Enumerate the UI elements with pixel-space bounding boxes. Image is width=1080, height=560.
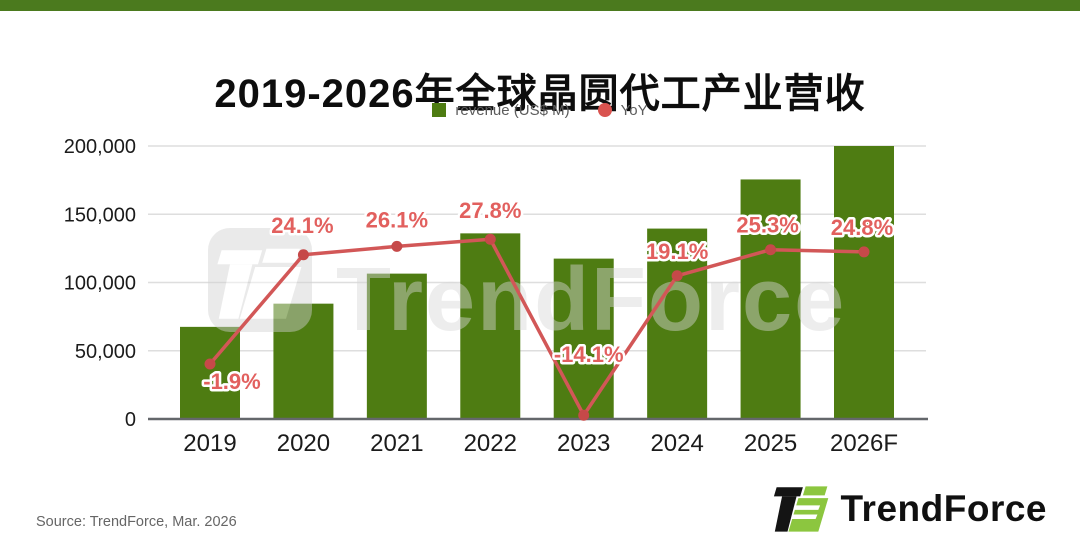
x-axis-label-2020: 2020: [277, 430, 330, 457]
page-title: 2019-2026年全球晶圆代工产业营收: [214, 71, 866, 116]
x-axis-label-2023: 2023: [557, 430, 610, 457]
yoy-value-label-2024: 19.1%: [646, 239, 708, 264]
yoy-point-2021: [391, 240, 403, 252]
revenue-bar-2022: [460, 233, 521, 419]
yoy-point-2023: [578, 409, 590, 421]
x-axis-label-2021: 2021: [370, 430, 423, 457]
y-axis-tick-label: 100,000: [64, 273, 136, 295]
y-axis-tick-label: 200,000: [64, 136, 136, 158]
yoy-value-label-2022: 27.8%: [459, 198, 521, 223]
revenue-bar-2023: [553, 258, 614, 419]
revenue-swatch-icon: [432, 103, 447, 117]
revenue-bar-2026F: [834, 146, 894, 419]
trendforce-logo-text: TrendForce: [840, 488, 1047, 529]
y-axis-tick-label: 0: [125, 409, 136, 431]
trendforce-logo-mark-icon: [773, 486, 828, 532]
watermark-logo-tile: [208, 228, 312, 332]
chart-legend: revenue (US$ M) YoY: [0, 99, 1080, 121]
x-axis-label-2024: 2024: [650, 430, 703, 457]
trendforce-logo: TrendForce: [773, 477, 1048, 541]
yoy-value-label-2020: 24.1%: [271, 213, 333, 238]
y-axis-tick-label: 50,000: [75, 341, 136, 363]
yoy-point-2019: [204, 358, 216, 370]
header-accent-bar: [0, 0, 1080, 11]
x-axis-label-2025: 2025: [744, 430, 797, 457]
y-axis-tick-label: 150,000: [64, 204, 136, 226]
revenue-bar-2021: [366, 273, 427, 419]
legend-label-revenue: revenue (US$ M): [455, 101, 570, 119]
legend-item-revenue: revenue (US$ M): [432, 101, 570, 119]
yoy-point-2025: [765, 244, 777, 256]
yoy-point-2026F: [858, 246, 870, 258]
revenue-bar-2025: [740, 179, 801, 419]
legend-item-yoy: YoY: [597, 101, 648, 119]
yoy-point-2024: [671, 270, 683, 282]
watermark-text: TrendForce: [336, 250, 846, 350]
yoy-value-label-2021: 26.1%: [366, 207, 428, 232]
revenue-bar-2020: [273, 303, 334, 419]
yoy-value-label-2023: -14.1%: [554, 342, 624, 367]
revenue-bar-2024: [647, 228, 708, 419]
watermark: TrendForce: [208, 228, 846, 350]
source-note: Source: TrendForce, Mar. 2026: [36, 514, 237, 530]
yoy-point-2022: [484, 233, 496, 245]
legend-label-yoy: YoY: [620, 101, 648, 119]
yoy-line: [208, 237, 865, 417]
x-axis-label-2026F: 2026F: [830, 430, 898, 457]
yoy-value-label-2026F: 24.8%: [831, 215, 893, 240]
yoy-value-label-2019: -1.9%: [203, 369, 260, 394]
yoy-swatch-icon: [597, 103, 612, 117]
yoy-value-label-2025: 25.3%: [736, 213, 798, 238]
x-axis-label-2022: 2022: [464, 430, 517, 457]
yoy-point-2020: [297, 249, 309, 261]
x-axis-label-2019: 2019: [183, 430, 236, 457]
